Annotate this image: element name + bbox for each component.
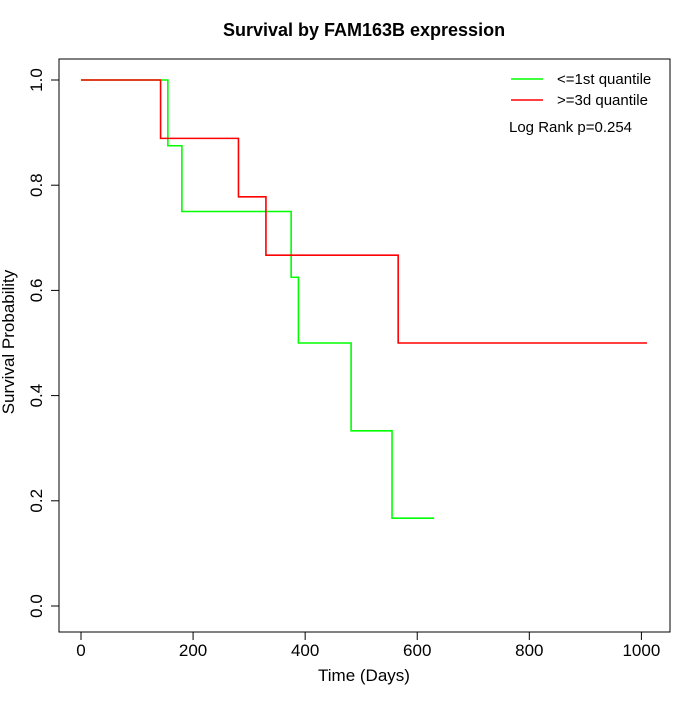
- chart-title: Survival by FAM163B expression: [223, 20, 505, 40]
- y-tick-label: 0.8: [27, 173, 46, 197]
- x-tick-label: 200: [179, 641, 207, 660]
- legend: <=1st quantile >=3d quantile: [511, 71, 651, 109]
- y-axis: 0.0 0.2 0.4 0.6 0.8 1.0: [27, 68, 59, 618]
- y-tick-label: 0.4: [27, 384, 46, 408]
- legend-label: <=1st quantile: [557, 71, 651, 88]
- x-axis: 0 200 400 600 800 1000: [76, 632, 660, 660]
- plot-frame: [58, 58, 671, 633]
- y-tick-label: 0.0: [27, 594, 46, 618]
- log-rank-annotation: Log Rank p=0.254: [509, 119, 632, 136]
- legend-label: >=3d quantile: [557, 92, 648, 109]
- y-axis-label: Survival Probability: [0, 269, 18, 414]
- y-tick-label: 0.2: [27, 489, 46, 513]
- x-tick-label: 600: [403, 641, 431, 660]
- y-tick-label: 0.6: [27, 279, 46, 303]
- x-tick-label: 1000: [622, 641, 660, 660]
- y-tick-label: 1.0: [27, 68, 46, 92]
- x-tick-label: 0: [76, 641, 85, 660]
- x-axis-label: Time (Days): [318, 666, 410, 685]
- series-line-0: [81, 79, 435, 519]
- series-line-1: [81, 79, 647, 344]
- x-tick-label: 400: [291, 641, 319, 660]
- x-tick-label: 800: [515, 641, 543, 660]
- series-layer: [81, 79, 647, 519]
